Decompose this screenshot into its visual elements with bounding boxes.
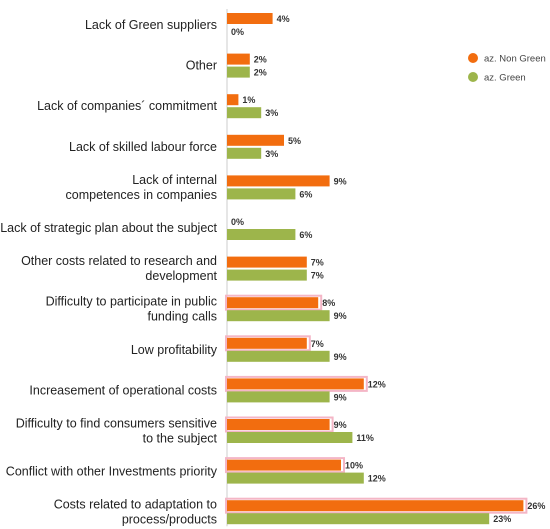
bar-non-green [227, 134, 284, 146]
data-label: 23% [493, 514, 511, 524]
category-label-line: competences in companies [66, 188, 217, 202]
bar-green [227, 147, 262, 159]
legend-label: az. Green [484, 73, 526, 84]
bar-non-green [227, 94, 239, 106]
category-label-line: funding calls [148, 310, 218, 324]
data-label: 7% [311, 271, 324, 281]
bar-non-green [227, 378, 364, 390]
highlight-outline [225, 375, 368, 392]
category-label: Difficulty to find consumers sensitive to… [16, 417, 218, 446]
data-label: 9% [334, 352, 347, 362]
category-label-line: Lack of strategic plan about the subject [0, 221, 217, 235]
highlight-outline [225, 416, 334, 433]
bar-green [227, 229, 296, 240]
category-label: Conflict with other Investments priority [6, 465, 218, 479]
data-label: 4% [277, 14, 290, 24]
data-label: 6% [299, 230, 312, 240]
category-label-line: to the subject [143, 432, 218, 446]
bar-non-green [227, 459, 341, 471]
category-label: Lack of Green suppliers [85, 18, 217, 32]
bar-non-green [227, 175, 330, 187]
category-label-line: Increasement of operational costs [29, 383, 217, 397]
bar-green [227, 269, 307, 281]
data-label: 6% [299, 189, 312, 199]
bar-green [227, 107, 262, 119]
bar-non-green [227, 500, 524, 512]
data-label: 5% [288, 136, 301, 146]
bar-non-green [227, 297, 319, 309]
bar-non-green [227, 53, 250, 65]
bar-non-green [227, 337, 307, 349]
legend-label: az. Non Green [484, 54, 546, 65]
bar-green [227, 391, 330, 403]
category-label-line: Costs related to adaptation to [54, 498, 217, 512]
bar-green [227, 350, 330, 362]
data-label: 10% [345, 461, 363, 471]
data-label: 12% [368, 379, 386, 389]
category-label-line: development [145, 269, 217, 283]
category-label-line: Difficulty to participate in public [46, 295, 217, 309]
data-label: 7% [311, 339, 324, 349]
category-label: Lack of companies´ commitment [37, 99, 217, 113]
bar-green [227, 310, 330, 322]
data-label: 8% [322, 298, 335, 308]
data-label: 26% [527, 501, 545, 511]
data-label: 9% [334, 420, 347, 430]
category-label: Lack of internal competences in companies [66, 173, 217, 202]
category-label-line: Lack of skilled labour force [69, 140, 217, 154]
data-label: 9% [334, 392, 347, 402]
category-label-line: Other costs related to research and [21, 254, 217, 268]
highlight-outline [225, 294, 323, 311]
legend-marker-non-green [468, 53, 478, 63]
bar-non-green [227, 13, 273, 24]
highlight-outline [225, 457, 345, 474]
data-label: 11% [356, 433, 374, 443]
data-label: 3% [265, 149, 278, 159]
legend-marker-green [468, 72, 478, 82]
category-label: Lack of strategic plan about the subject [0, 221, 217, 235]
data-label: 12% [368, 474, 386, 484]
data-label: 0% [231, 217, 244, 227]
category-label-line: Other [186, 59, 217, 73]
category-label: Difficulty to participate in public fundi… [46, 295, 217, 324]
category-label-line: process/products [122, 513, 217, 527]
data-label: 2% [254, 68, 267, 78]
data-label: 9% [334, 311, 347, 321]
category-label-line: Difficulty to find consumers sensitive [16, 417, 217, 431]
category-label-line: Lack of Green suppliers [85, 18, 217, 32]
data-label: 7% [311, 258, 324, 268]
data-label: 3% [265, 108, 278, 118]
category-label: Other [186, 59, 217, 73]
data-label: 1% [242, 95, 255, 105]
category-label-line: Lack of companies´ commitment [37, 99, 217, 113]
category-label: Low profitability [131, 343, 218, 357]
bar-green [227, 66, 250, 78]
bar-green [227, 188, 296, 200]
bar-green [227, 432, 353, 443]
data-label: 9% [334, 176, 347, 186]
category-label: Other costs related to research and devel… [21, 254, 217, 283]
category-label: Costs related to adaptation to process/pr… [54, 498, 217, 527]
category-label-line: Low profitability [131, 343, 218, 357]
bar-non-green [227, 256, 307, 268]
data-label: 2% [254, 55, 267, 65]
data-label: 0% [231, 27, 244, 37]
highlight-outline [225, 335, 311, 352]
category-label: Increasement of operational costs [29, 383, 217, 397]
category-label-line: Lack of internal [132, 173, 217, 187]
bar-green [227, 513, 490, 525]
bar-green [227, 472, 364, 484]
category-label: Lack of skilled labour force [69, 140, 217, 154]
bar-non-green [227, 419, 330, 430]
highlight-outline [225, 497, 528, 514]
category-label-line: Conflict with other Investments priority [6, 465, 218, 479]
